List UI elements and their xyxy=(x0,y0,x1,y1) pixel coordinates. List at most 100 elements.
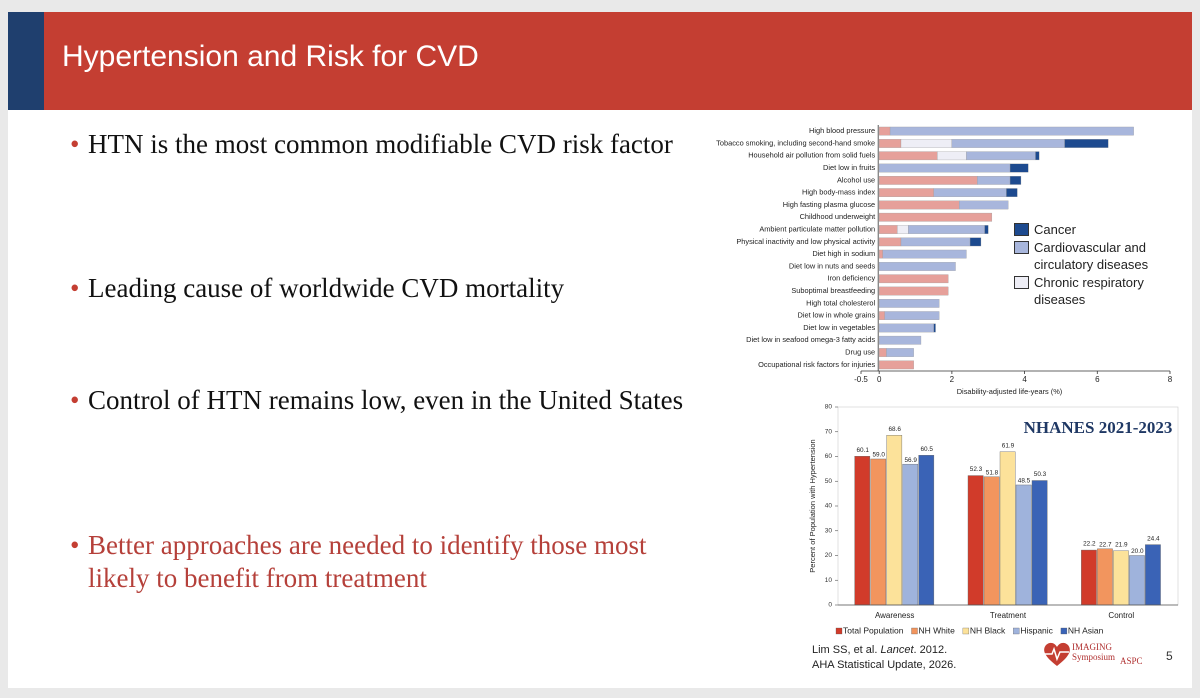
y-tick-label: Suboptimal breastfeeding xyxy=(791,286,875,295)
y-tick-label: 60 xyxy=(825,453,833,460)
value-label: 48.5 xyxy=(1018,478,1031,485)
value-label: 22.2 xyxy=(1083,541,1096,548)
y-tick-label: Diet low in whole grains xyxy=(798,311,876,320)
bar-segment xyxy=(897,225,909,234)
bar xyxy=(1015,484,1032,606)
legend-swatch xyxy=(962,627,970,635)
legend-swatch xyxy=(1014,223,1029,236)
value-label: 61.9 xyxy=(1002,442,1015,449)
legend-swatch xyxy=(1060,627,1068,635)
value-label: 56.9 xyxy=(904,457,917,464)
bar-segment xyxy=(879,348,887,357)
y-tick-label: High fasting plasma glucose xyxy=(783,200,875,209)
value-label: 20.0 xyxy=(1131,548,1144,555)
y-tick-label: Drug use xyxy=(845,348,875,357)
legend-swatch xyxy=(1013,627,1020,635)
citation-text: Lim SS, et al. xyxy=(812,644,878,656)
value-label: 68.6 xyxy=(888,426,901,433)
bar-segment xyxy=(879,237,902,247)
value-label: 60.5 xyxy=(920,446,933,453)
y-tick-label: Diet low in seafood omega-3 fatty acids xyxy=(746,335,875,344)
header-strip xyxy=(8,12,44,110)
bar-segment xyxy=(879,311,885,320)
y-tick-label: 40 xyxy=(825,503,833,510)
bar xyxy=(918,455,935,606)
y-tick-label: Ambient particulate matter pollution xyxy=(759,225,875,234)
bar-segment xyxy=(879,286,949,296)
y-tick-label: 30 xyxy=(825,527,833,534)
bar-segment xyxy=(977,176,1011,185)
bar xyxy=(1097,548,1113,606)
bar-segment xyxy=(879,176,978,185)
bar xyxy=(999,451,1016,606)
bar xyxy=(1129,555,1145,606)
bar xyxy=(1113,550,1129,606)
bar xyxy=(854,456,871,606)
value-label: 22.7 xyxy=(1099,542,1112,549)
bar-segment xyxy=(1064,139,1109,148)
bar xyxy=(1081,549,1097,606)
bar-segment xyxy=(879,249,883,259)
legend-item: Cancer xyxy=(1014,221,1154,238)
legend-swatch xyxy=(835,627,843,635)
y-tick-label: High blood pressure xyxy=(809,126,875,135)
bar-segment xyxy=(879,212,993,222)
y-tick-label: 0 xyxy=(828,602,832,609)
bar-segment xyxy=(966,151,1036,161)
x-tick-label: 0 xyxy=(877,375,882,384)
bar xyxy=(886,435,903,606)
bar-segment xyxy=(1009,176,1022,185)
bar-segment xyxy=(969,237,982,247)
y-tick-label: 10 xyxy=(825,577,833,584)
bar-segment xyxy=(879,299,940,308)
logo-heart xyxy=(1044,642,1070,666)
y-tick-label: Diet low in fruits xyxy=(823,163,875,172)
y-tick-label: Childhood underweight xyxy=(800,212,876,221)
bar-segment xyxy=(879,225,898,234)
x-tick-label: 6 xyxy=(1095,375,1100,384)
bar-segment xyxy=(900,139,953,148)
legend-item: Cardiovascular and circulatory diseases xyxy=(1014,239,1154,273)
bar-segment xyxy=(1006,188,1018,197)
bar xyxy=(983,476,1000,606)
logo-name: IMAGING Symposium xyxy=(1072,642,1116,662)
y-tick-label: Physical inactivity and low physical act… xyxy=(736,237,875,246)
header-band xyxy=(8,12,1192,110)
bar-segment xyxy=(879,126,891,136)
bullet: HTN is the most common modifiable CVD ri… xyxy=(70,128,688,161)
page-number: 5 xyxy=(1166,649,1173,663)
legend-swatch xyxy=(911,627,918,635)
value-label: 21.9 xyxy=(1115,541,1128,548)
bar xyxy=(967,475,984,606)
bar-segment xyxy=(879,262,956,271)
y-tick-label: High body-mass index xyxy=(802,188,875,197)
bar-segment xyxy=(1035,151,1040,161)
bar-segment xyxy=(937,151,967,161)
legend-item: Chronic respiratory diseases xyxy=(1014,274,1154,308)
y-tick-label: High total cholesterol xyxy=(806,298,875,307)
logo: IMAGING Symposium ASPC xyxy=(1042,640,1150,670)
y-tick-label: 80 xyxy=(825,404,833,411)
bar xyxy=(1145,544,1161,606)
legend-label: NH White xyxy=(919,625,956,635)
slide-title: Hypertension and Risk for CVD xyxy=(62,40,479,73)
bullet: Leading cause of worldwide CVD mortality xyxy=(70,272,688,305)
y-tick-label: Household air pollution from solid fuels xyxy=(748,151,875,160)
x-tick-label: Awareness xyxy=(875,611,914,620)
y-tick-label: 70 xyxy=(825,428,833,435)
bar-segment xyxy=(879,360,914,370)
x-axis-label: Disability-adjusted life-years (%) xyxy=(957,387,1063,396)
citation-line: Lim SS, et al. Lancet. 2012. xyxy=(812,643,956,658)
x-tick-label: Control xyxy=(1108,611,1134,620)
legend-swatch xyxy=(1014,241,1029,254)
bar xyxy=(1031,480,1048,606)
bar xyxy=(870,458,887,606)
y-tick-label: Diet low in vegetables xyxy=(803,323,875,332)
y-tick-label: 50 xyxy=(825,478,833,485)
y-tick-label: Iron deficiency xyxy=(828,274,876,283)
y-tick-label: Diet low in nuts and seeds xyxy=(789,261,876,270)
value-label: 50.3 xyxy=(1034,471,1047,478)
citation-text: . 2012. xyxy=(913,644,948,656)
